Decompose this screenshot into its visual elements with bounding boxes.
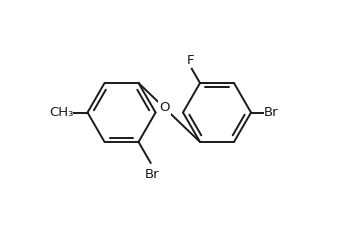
Text: Br: Br (264, 106, 278, 119)
Text: CH₃: CH₃ (49, 106, 73, 119)
Text: Br: Br (144, 168, 159, 181)
Text: F: F (187, 54, 195, 67)
Text: O: O (159, 101, 170, 114)
